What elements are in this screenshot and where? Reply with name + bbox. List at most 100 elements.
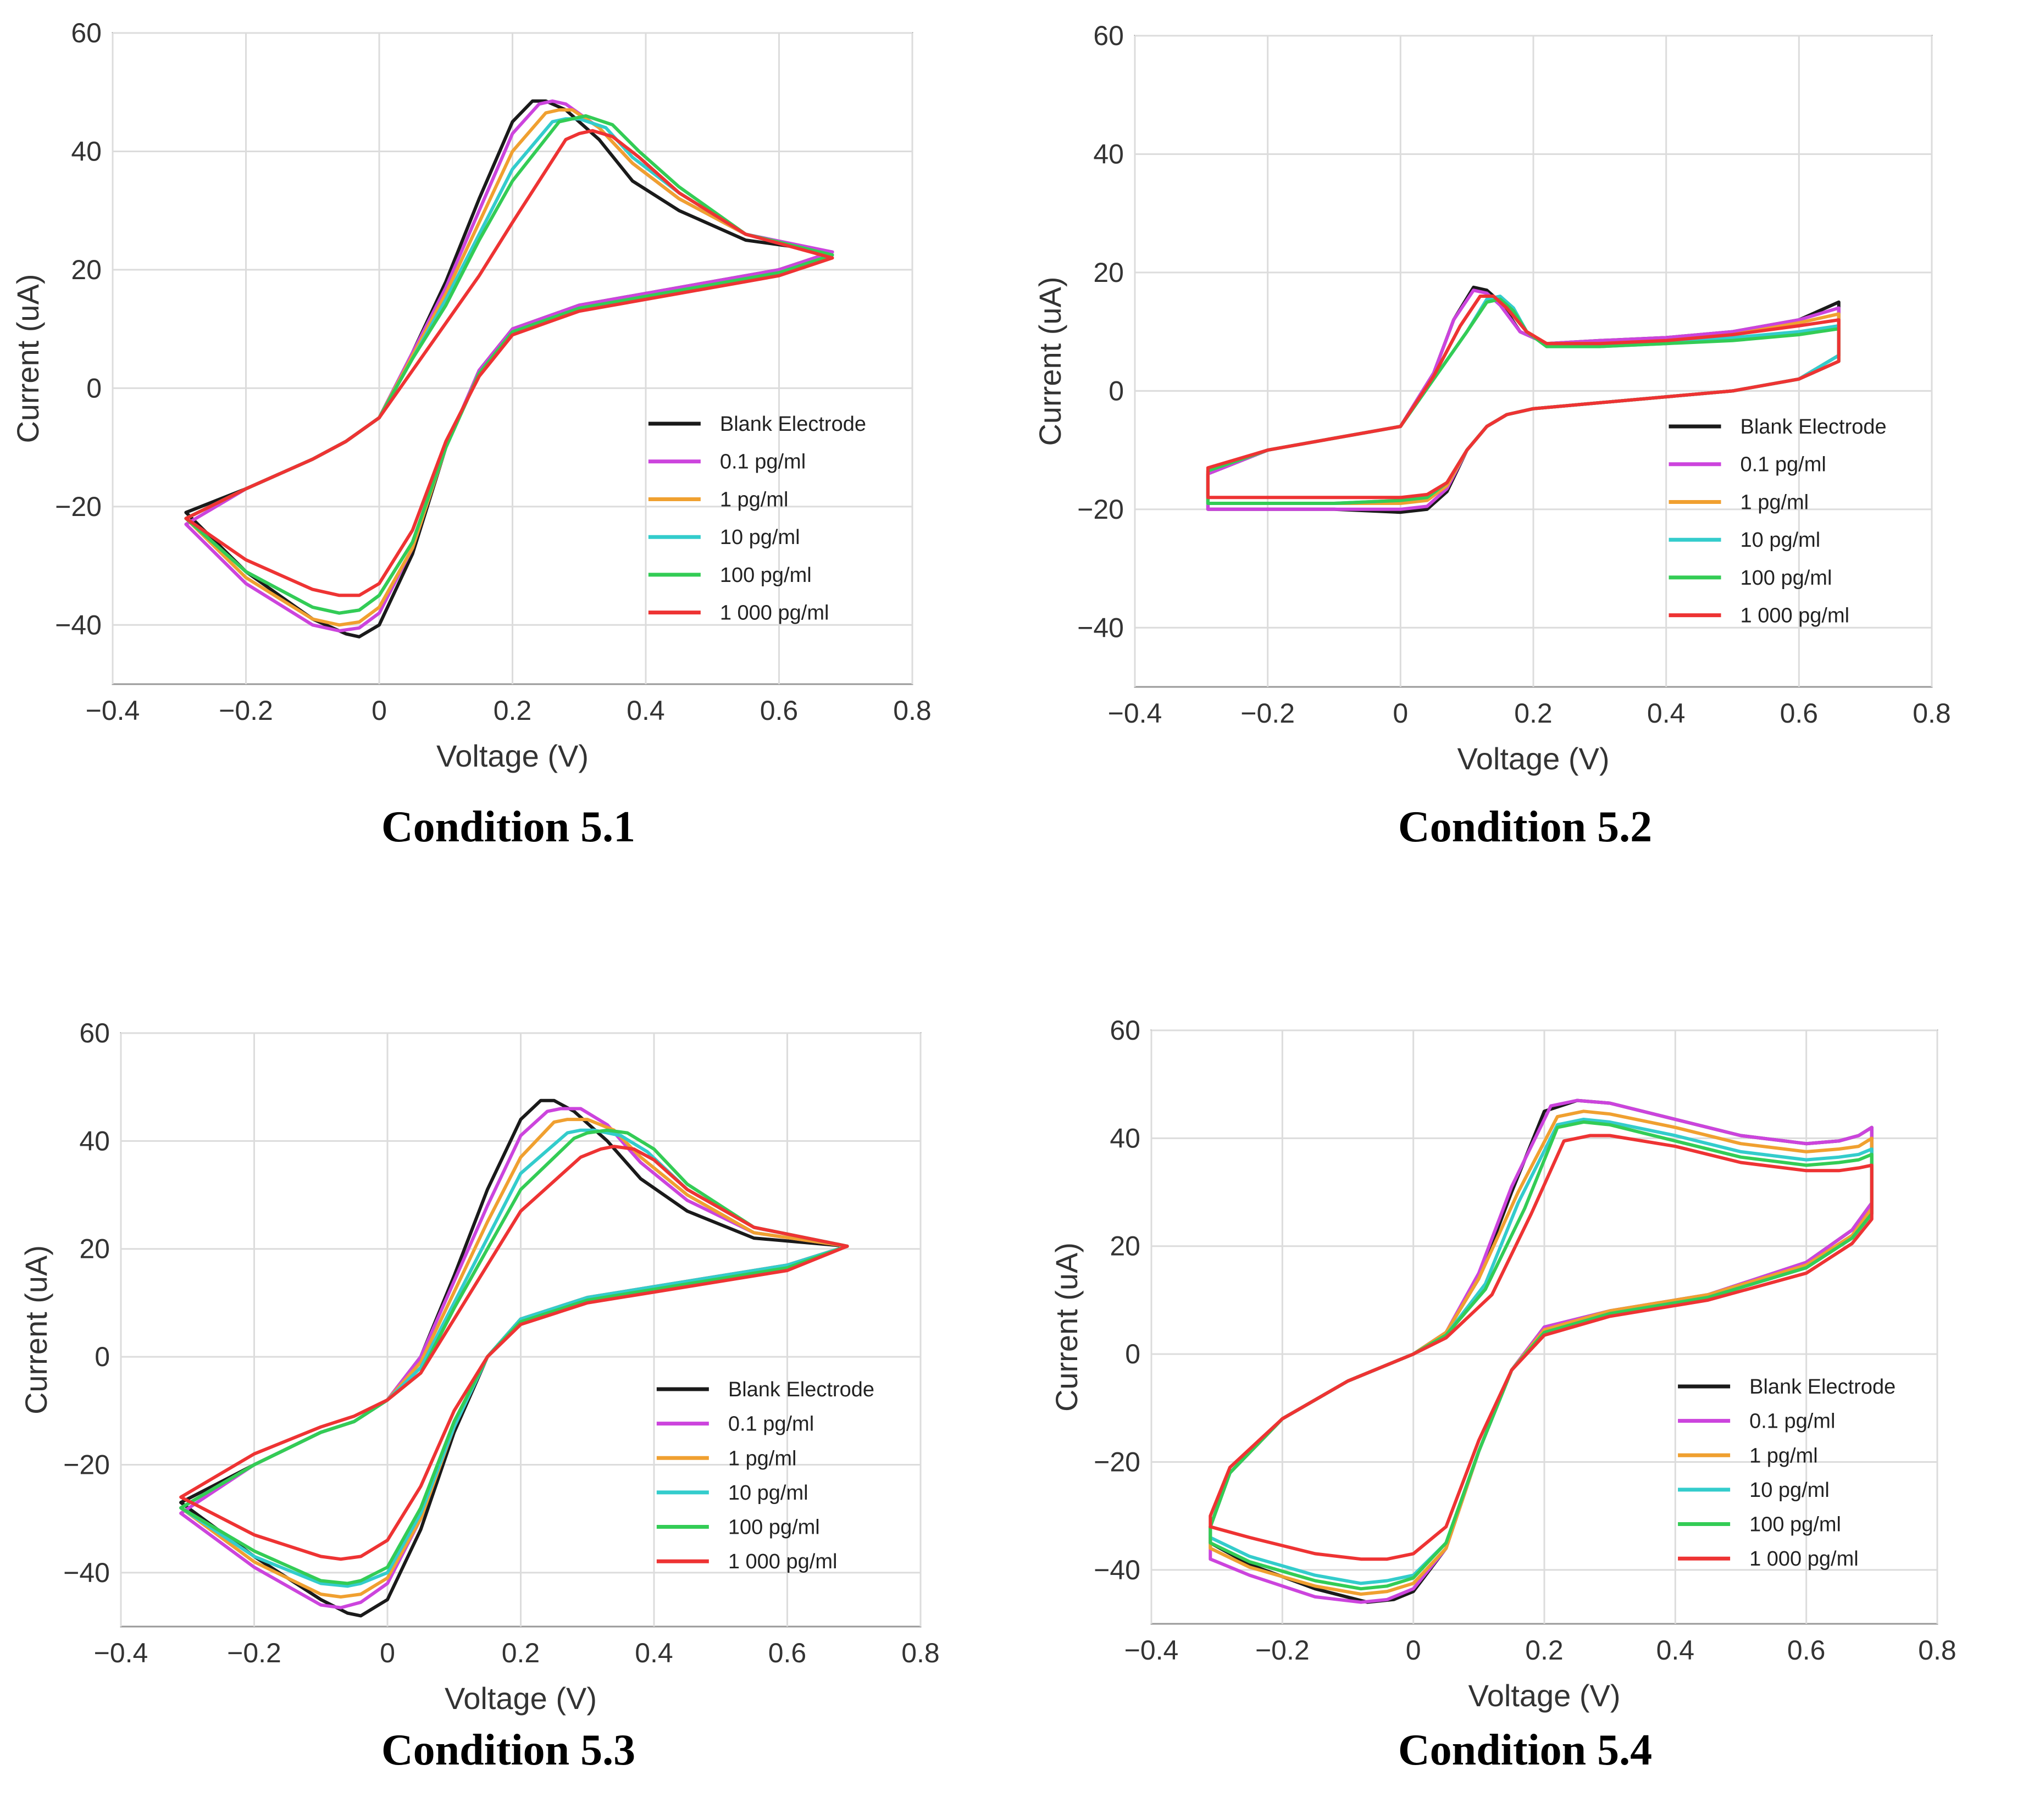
y-tick-label: 60 xyxy=(1093,20,1124,51)
legend-label: 0.1 pg/ml xyxy=(1741,453,1826,476)
x-axis-label: Voltage (V) xyxy=(1468,1678,1620,1713)
legend-label: 100 pg/ml xyxy=(728,1516,820,1539)
y-axis-label: Current (uA) xyxy=(19,1245,53,1414)
legend-label: 0.1 pg/ml xyxy=(728,1413,814,1436)
series-line xyxy=(179,1145,849,1561)
chart-condition-5-4: −0.4 −0.2 0 0.2 0.4 0.6 0.8 60 40 20 0 −20 −40 Voltag… xyxy=(1049,1015,1957,1713)
legend-label: 1 000 pg/ml xyxy=(720,602,829,625)
y-tick-label: 60 xyxy=(79,1018,110,1048)
x-tick-label: −0.2 xyxy=(227,1638,281,1668)
y-axis-label: Current (uA) xyxy=(1033,276,1067,446)
x-tick-label: −0.4 xyxy=(94,1638,148,1668)
legend-label: 1 pg/ml xyxy=(720,488,789,511)
x-tick-label: 0.2 xyxy=(1514,698,1553,729)
legend-label: 1 000 pg/ml xyxy=(1749,1547,1859,1571)
x-axis-label: Voltage (V) xyxy=(436,739,589,773)
legend-label: 10 pg/ml xyxy=(1749,1479,1830,1502)
y-axis-label: Current (uA) xyxy=(1049,1242,1084,1412)
x-axis-label: Voltage (V) xyxy=(445,1681,597,1716)
y-tick-label: 0 xyxy=(1125,1339,1140,1369)
legend-label: 0.1 pg/ml xyxy=(720,451,806,474)
x-tick-label: −0.4 xyxy=(1124,1635,1179,1666)
x-tick-label: 0.8 xyxy=(1918,1635,1957,1666)
x-tick-label: 0.4 xyxy=(627,695,665,726)
x-tick-label: 0.4 xyxy=(1656,1635,1695,1666)
x-tick-label: 0.4 xyxy=(635,1638,673,1668)
y-tick-label: −20 xyxy=(1077,494,1124,525)
x-tick-label: 0 xyxy=(380,1638,395,1668)
y-tick-label: 40 xyxy=(1110,1123,1140,1153)
x-tick-label: 0.6 xyxy=(1787,1635,1826,1666)
x-tick-label: 0.2 xyxy=(502,1638,540,1668)
chart-title: Condition 5.1 xyxy=(381,803,636,851)
legend-label: 100 pg/ml xyxy=(720,564,812,587)
y-tick-label: −20 xyxy=(1094,1446,1140,1477)
panel-condition-5-3: −0.4 −0.2 0 0.2 0.4 0.6 0.8 60 40 20 0 −20 −40 Voltag… xyxy=(0,978,1017,1820)
y-tick-label: 0 xyxy=(95,1341,110,1372)
y-tick-label: −40 xyxy=(1077,612,1124,643)
legend-label: Blank Electrode xyxy=(1749,1375,1896,1399)
legend-label: Blank Electrode xyxy=(1741,415,1887,439)
y-axis-label: Current (uA) xyxy=(10,274,45,443)
y-tick-label: 20 xyxy=(1093,257,1124,288)
legend-label: 0.1 pg/ml xyxy=(1749,1410,1835,1433)
legend-label: 1 000 pg/ml xyxy=(728,1550,838,1573)
legend-label: Blank Electrode xyxy=(720,413,866,436)
legend-label: 1 000 pg/ml xyxy=(1741,604,1850,628)
y-tick-label: 40 xyxy=(1093,138,1124,169)
x-tick-label: 0.4 xyxy=(1647,698,1686,729)
legend-label: 1 pg/ml xyxy=(1749,1444,1818,1467)
y-tick-label: 0 xyxy=(86,373,102,403)
x-tick-label: −0.4 xyxy=(1108,698,1162,729)
y-tick-label: 20 xyxy=(71,254,102,285)
legend-label: Blank Electrode xyxy=(728,1378,874,1401)
y-tick-label: 0 xyxy=(1109,375,1124,406)
x-tick-label: −0.2 xyxy=(1240,698,1295,729)
y-tick-label: −40 xyxy=(55,609,102,640)
series-line xyxy=(184,129,834,597)
panel-condition-5-1: −0.4 −0.2 0 0.2 0.4 0.6 0.8 60 40 20 0 −20 −40 Voltag… xyxy=(0,0,1017,910)
legend-label: 10 pg/ml xyxy=(720,526,800,549)
x-tick-label: 0.8 xyxy=(893,695,932,726)
y-tick-label: 40 xyxy=(71,136,102,167)
x-tick-label: 0.6 xyxy=(768,1638,807,1668)
legend-label: 10 pg/ml xyxy=(728,1481,808,1505)
x-tick-label: 0.2 xyxy=(494,695,532,726)
legend-label: 10 pg/ml xyxy=(1741,529,1821,552)
y-tick-label: −20 xyxy=(63,1449,110,1480)
x-tick-label: 0.6 xyxy=(1780,698,1819,729)
y-tick-label: 60 xyxy=(1110,1015,1140,1046)
x-tick-label: 0 xyxy=(1393,698,1408,729)
y-tick-label: 60 xyxy=(71,18,102,48)
panel-condition-5-2: −0.4 −0.2 0 0.2 0.4 0.6 0.8 60 40 20 0 −20 −40 Voltag… xyxy=(1017,0,2033,910)
y-tick-label: −40 xyxy=(1094,1555,1140,1585)
chart-title: Condition 5.3 xyxy=(381,1726,636,1774)
chart-condition-5-2: −0.4 −0.2 0 0.2 0.4 0.6 0.8 60 40 20 0 −20 −40 Voltag… xyxy=(1033,20,1951,776)
chart-title: Condition 5.4 xyxy=(1398,1726,1653,1774)
y-tick-label: 20 xyxy=(1110,1231,1140,1262)
series-line xyxy=(1209,1134,1874,1561)
legend-label: 100 pg/ml xyxy=(1741,567,1832,590)
x-tick-label: 0.8 xyxy=(901,1638,940,1668)
y-tick-label: 20 xyxy=(79,1234,110,1264)
x-tick-label: 0.6 xyxy=(760,695,799,726)
chart-condition-5-3: −0.4 −0.2 0 0.2 0.4 0.6 0.8 60 40 20 0 −20 −40 Voltag… xyxy=(19,1018,940,1716)
panel-condition-5-4: −0.4 −0.2 0 0.2 0.4 0.6 0.8 60 40 20 0 −20 −40 Voltag… xyxy=(1017,978,2033,1820)
x-tick-label: −0.2 xyxy=(219,695,273,726)
legend-label: 1 pg/ml xyxy=(1741,491,1809,514)
legend-label: 1 pg/ml xyxy=(728,1447,797,1470)
series-line xyxy=(1206,295,1841,500)
chart-condition-5-1: −0.4 −0.2 0 0.2 0.4 0.6 0.8 60 40 20 0 −20 −40 Voltag… xyxy=(10,18,932,773)
x-axis-label: Voltage (V) xyxy=(1457,741,1609,776)
x-tick-label: 0 xyxy=(1406,1635,1421,1666)
y-tick-label: −20 xyxy=(55,491,102,522)
y-tick-label: −40 xyxy=(63,1557,110,1588)
chart-title: Condition 5.2 xyxy=(1398,803,1653,851)
x-tick-label: −0.2 xyxy=(1255,1635,1310,1666)
x-tick-label: 0 xyxy=(372,695,387,726)
x-tick-label: 0.2 xyxy=(1525,1635,1564,1666)
x-tick-label: 0.8 xyxy=(1913,698,1951,729)
legend-label: 100 pg/ml xyxy=(1749,1513,1841,1536)
x-tick-label: −0.4 xyxy=(86,695,140,726)
y-tick-label: 40 xyxy=(79,1125,110,1156)
